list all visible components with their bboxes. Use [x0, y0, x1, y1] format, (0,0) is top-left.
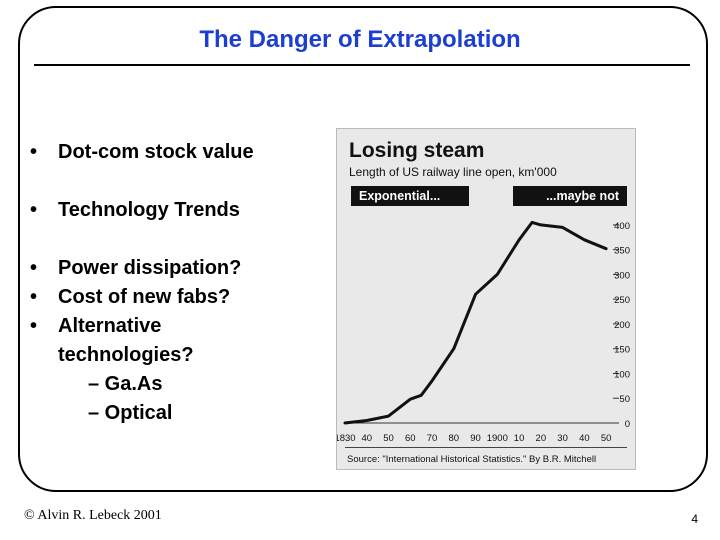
chart-source: Source: "International Historical Statis… — [347, 454, 597, 465]
sub-bullet-item: – Ga.As — [88, 373, 163, 395]
y-tick-label: 100 — [614, 369, 630, 380]
page-number: 4 — [691, 512, 698, 526]
bullet-text: Cost of new fabs? — [58, 286, 231, 308]
title-divider — [34, 64, 690, 66]
y-tick-label: 150 — [614, 345, 630, 356]
data-point — [540, 224, 542, 226]
data-point — [531, 221, 533, 224]
data-point — [605, 247, 607, 250]
bullet-item: • Power dissipation? — [30, 254, 330, 283]
bullet-dot: • — [30, 286, 38, 308]
data-point — [496, 273, 499, 276]
bullet-dot: • — [30, 315, 38, 337]
data-point — [474, 293, 477, 296]
x-tick-label: 80 — [449, 433, 460, 444]
x-tick-label: 1830 — [337, 433, 356, 444]
x-tick-label: 90 — [470, 433, 481, 444]
chart-subtitle: Length of US railway line open, km'000 — [349, 165, 557, 179]
y-tick-label: 350 — [614, 246, 630, 257]
source-divider — [345, 447, 627, 448]
x-tick-label: 70 — [427, 433, 438, 444]
y-tick-label: 400 — [614, 221, 630, 232]
data-point — [409, 398, 412, 401]
data-point — [583, 238, 586, 241]
data-point — [453, 347, 455, 350]
x-tick-label: 1900 — [487, 433, 508, 444]
annotation-exponential: Exponential... — [351, 186, 469, 206]
sub-bullet-item: – Optical — [88, 402, 173, 424]
bullet-item: • Cost of new fabs? — [30, 283, 330, 312]
x-tick-label: 50 — [601, 433, 612, 444]
y-tick-label: 0 — [625, 419, 630, 430]
data-point — [387, 415, 390, 417]
y-tick-label: 300 — [614, 270, 630, 281]
data-point — [420, 394, 422, 397]
bullet-item: • Dot-com stock value — [30, 138, 330, 167]
x-tick-label: 40 — [579, 433, 590, 444]
bullet-text: Power dissipation? — [58, 257, 242, 279]
data-point — [561, 226, 564, 229]
chart-title: Losing steam — [349, 139, 485, 162]
slide-title: The Danger of Extrapolation — [199, 26, 521, 53]
x-tick-label: 20 — [536, 433, 547, 444]
bullet-item: technologies? — [30, 341, 330, 370]
data-point — [518, 238, 520, 241]
chart-figure: Losing steam Length of US railway line o… — [336, 128, 636, 470]
bullet-text: Technology Trends — [58, 199, 240, 221]
bullet-dot: • — [30, 257, 38, 279]
data-point — [365, 419, 368, 422]
y-tick-label: 250 — [614, 295, 630, 306]
bullet-item: • Alternative — [30, 312, 330, 341]
x-tick-label: 30 — [557, 433, 568, 444]
bullet-text: Dot-com stock value — [58, 141, 254, 163]
series-line-railway-length — [343, 220, 608, 425]
slide-frame — [18, 6, 708, 492]
chart-plot: 0 50 100 150 200 250 300 350 400 1830 40 50 60 70 80 90… — [337, 220, 630, 444]
bullet-dot: • — [30, 199, 38, 221]
data-point — [344, 422, 346, 424]
data-point — [431, 380, 433, 382]
y-tick-label: 50 — [619, 394, 630, 405]
x-tick-label: 60 — [405, 433, 416, 444]
bullet-item: • Technology Trends — [30, 196, 330, 225]
y-tick-label: 200 — [614, 320, 630, 331]
annotation-maybe-not: ...maybe not — [513, 186, 627, 206]
bullet-text: Alternative — [58, 315, 162, 337]
x-tick-label: 50 — [383, 433, 394, 444]
copyright-footer: © Alvin R. Lebeck 2001 — [24, 508, 162, 523]
bullet-dot: • — [30, 141, 38, 163]
bullet-text-continued: technologies? — [58, 344, 194, 366]
x-tick-label: 10 — [514, 433, 525, 444]
bullet-list: • Dot-com stock value • Technology Trend… — [30, 138, 330, 428]
x-tick-label: 40 — [361, 433, 372, 444]
